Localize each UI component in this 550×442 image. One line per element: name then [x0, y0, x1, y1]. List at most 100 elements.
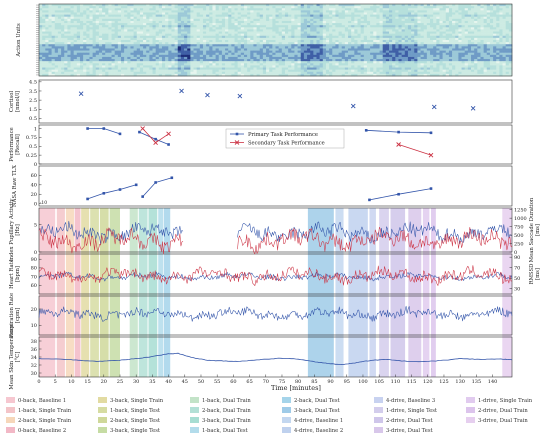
heat-cell [275, 29, 279, 32]
heat-cell [212, 35, 216, 39]
heat-cell [319, 31, 324, 34]
heat-cell [39, 8, 43, 11]
heat-cell [212, 6, 216, 9]
heat-cell [51, 18, 56, 22]
heat-cell [120, 71, 125, 75]
heat-cell [45, 16, 49, 20]
heat-cell [146, 16, 150, 20]
heat-cell [401, 27, 406, 30]
heat-cell [73, 46, 78, 49]
heat-cell [237, 67, 242, 70]
heat-cell [228, 48, 232, 51]
heat-cell [332, 54, 336, 58]
heat-cell [436, 59, 440, 62]
heat-cell [117, 61, 122, 64]
heat-cell [303, 27, 308, 30]
heat-cell [284, 61, 289, 64]
heat-cell [316, 37, 320, 41]
heat-cell [190, 6, 194, 9]
heat-cell [278, 69, 283, 73]
heat-cell [152, 56, 156, 60]
heat-cell [294, 35, 298, 39]
heat-cell [92, 20, 97, 24]
heat-cell [127, 65, 131, 68]
heat-cell [499, 44, 503, 47]
heat-cell [455, 61, 459, 64]
heat-cell [351, 4, 355, 7]
heat-cell [486, 10, 491, 13]
heat-cell [398, 35, 402, 39]
heat-cell [489, 25, 494, 28]
heat-cell [423, 8, 428, 11]
heat-cell [335, 52, 339, 56]
heat-cell [458, 8, 462, 11]
heat-cell [149, 56, 153, 60]
heat-cell [499, 10, 503, 13]
heat-cell [111, 12, 115, 15]
heat-cell [414, 10, 418, 13]
heat-cell [42, 4, 46, 7]
heat-cell [253, 16, 257, 20]
heat-cell [61, 44, 65, 47]
heat-cell [461, 12, 465, 15]
heat-cell [124, 48, 128, 51]
heat-cell [161, 16, 166, 20]
heat-cell [281, 37, 286, 41]
heat-cell [332, 71, 336, 75]
heat-cell [319, 42, 324, 45]
heat-cell [325, 52, 330, 56]
heat-cell [278, 50, 283, 54]
heat-cell [231, 27, 235, 30]
heat-cell [392, 44, 396, 47]
heat-cell [464, 20, 469, 24]
heat-cell [389, 56, 393, 60]
heat-cell [373, 50, 377, 54]
heat-cell [143, 56, 147, 60]
heat-cell [452, 54, 456, 58]
heat-cell [407, 71, 412, 75]
heat-cell [114, 10, 119, 13]
heat-cell [310, 67, 314, 70]
heat-cell [398, 12, 402, 15]
heat-cell [57, 56, 62, 60]
heat-cell [221, 4, 226, 7]
heat-cell [499, 69, 503, 73]
heat-cell [54, 25, 59, 28]
heat-cell [467, 33, 472, 37]
heat-cell [360, 31, 365, 34]
heat-cell [237, 65, 242, 68]
heat-cell [199, 31, 204, 34]
heat-cell [168, 29, 172, 32]
heat-cell [54, 40, 59, 43]
heat-cell [398, 54, 402, 58]
heat-cell [395, 71, 399, 75]
heat-cell [98, 71, 103, 75]
heat-cell [474, 69, 478, 73]
heat-cell [89, 59, 93, 62]
heat-cell [458, 63, 462, 66]
heat-cell [234, 25, 238, 28]
heat-cell [174, 18, 179, 22]
heat-cell [448, 12, 453, 15]
heat-cell [294, 63, 298, 66]
heat-cell [250, 31, 254, 34]
phase-band-10 [148, 208, 158, 377]
heat-cell [445, 65, 450, 68]
heat-cell [231, 46, 235, 49]
heat-cell [414, 69, 418, 73]
heat-cell [199, 12, 204, 15]
heat-cell [477, 59, 481, 62]
heat-cell [209, 18, 213, 22]
heat-cell [486, 61, 491, 64]
heat-cell [436, 69, 440, 73]
heat-cell [212, 71, 216, 75]
heat-cell [430, 10, 434, 13]
heat-cell [266, 33, 270, 37]
heat-cell [120, 8, 125, 11]
heat-cell [117, 54, 122, 58]
heat-cell [206, 50, 210, 54]
heat-cell [111, 56, 115, 60]
heat-cell [341, 16, 346, 20]
heat-cell [98, 27, 103, 30]
heat-cell [398, 46, 402, 49]
